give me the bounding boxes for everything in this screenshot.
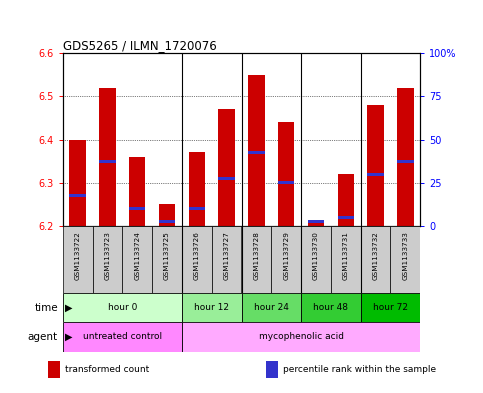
Text: GSM1133732: GSM1133732 [372, 231, 379, 280]
Text: hour 48: hour 48 [313, 303, 348, 312]
Bar [361, 226, 390, 293]
Bar [129, 157, 145, 226]
Bar [301, 293, 361, 322]
Bar [390, 226, 420, 293]
Bar [338, 216, 354, 219]
Bar [152, 226, 182, 293]
Bar [248, 75, 265, 226]
Bar [248, 151, 265, 154]
Bar [48, 361, 60, 378]
Bar [242, 293, 301, 322]
Bar [278, 181, 294, 184]
Text: GSM1133726: GSM1133726 [194, 231, 200, 280]
Bar [278, 122, 294, 226]
Bar [271, 226, 301, 293]
Text: hour 12: hour 12 [194, 303, 229, 312]
Text: GSM1133730: GSM1133730 [313, 231, 319, 280]
Bar [331, 226, 361, 293]
Bar [189, 152, 205, 226]
Bar [397, 160, 413, 163]
Bar [189, 207, 205, 210]
Bar [212, 226, 242, 293]
Text: GSM1133725: GSM1133725 [164, 231, 170, 280]
Text: hour 24: hour 24 [254, 303, 289, 312]
Text: hour 72: hour 72 [373, 303, 408, 312]
Text: GSM1133727: GSM1133727 [224, 231, 229, 280]
Text: mycophenolic acid: mycophenolic acid [258, 332, 343, 342]
Bar [129, 207, 145, 210]
Text: GDS5265 / ILMN_1720076: GDS5265 / ILMN_1720076 [63, 39, 216, 52]
Text: GSM1133728: GSM1133728 [254, 231, 259, 280]
Bar [301, 226, 331, 293]
Bar [70, 140, 86, 226]
Bar [338, 174, 354, 226]
Bar [99, 160, 115, 163]
Bar [63, 322, 182, 352]
Text: hour 0: hour 0 [108, 303, 137, 312]
Bar [361, 293, 420, 322]
Text: transformed count: transformed count [65, 365, 149, 374]
Bar [159, 220, 175, 223]
Bar [308, 222, 324, 226]
Text: time: time [34, 303, 58, 312]
Bar [63, 293, 182, 322]
Bar [218, 177, 235, 180]
Text: agent: agent [28, 332, 58, 342]
Bar [182, 226, 212, 293]
Bar [242, 226, 271, 293]
Bar [182, 293, 242, 322]
Text: GSM1133722: GSM1133722 [75, 231, 81, 280]
Bar [266, 361, 278, 378]
Text: GSM1133723: GSM1133723 [104, 231, 111, 280]
Text: GSM1133733: GSM1133733 [402, 231, 408, 280]
Text: GSM1133729: GSM1133729 [283, 231, 289, 280]
Bar [93, 226, 122, 293]
Bar [122, 226, 152, 293]
Bar [99, 88, 115, 226]
Bar [218, 109, 235, 226]
Bar [397, 88, 413, 226]
Text: ▶: ▶ [65, 332, 73, 342]
Bar [368, 173, 384, 176]
Bar [63, 226, 93, 293]
Text: GSM1133724: GSM1133724 [134, 231, 140, 280]
Bar [159, 204, 175, 226]
Bar [182, 322, 420, 352]
Bar [70, 194, 86, 197]
Bar [368, 105, 384, 226]
Text: GSM1133731: GSM1133731 [343, 231, 349, 280]
Text: ▶: ▶ [65, 303, 73, 312]
Text: percentile rank within the sample: percentile rank within the sample [283, 365, 436, 374]
Text: untreated control: untreated control [83, 332, 162, 342]
Bar [308, 220, 324, 223]
